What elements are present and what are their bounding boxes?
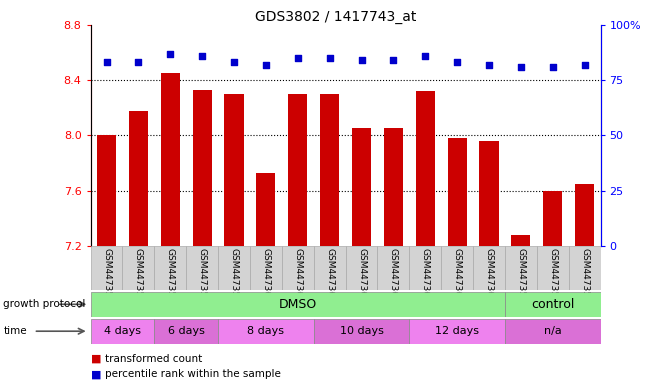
Point [484, 62, 495, 68]
Bar [161, 73, 180, 246]
Text: GSM447364: GSM447364 [389, 248, 398, 303]
Point [260, 62, 271, 68]
Text: GSM447366: GSM447366 [453, 248, 462, 303]
Bar [250, 246, 282, 290]
Text: GSM447360: GSM447360 [262, 248, 270, 303]
Bar [537, 246, 568, 290]
Text: 10 days: 10 days [340, 326, 383, 336]
Text: GSM447356: GSM447356 [134, 248, 143, 303]
Bar [186, 246, 218, 290]
Point [452, 60, 462, 66]
Bar [568, 246, 601, 290]
Bar [479, 141, 499, 246]
Bar [505, 292, 601, 317]
Text: 6 days: 6 days [168, 326, 205, 336]
Text: GSM447362: GSM447362 [325, 248, 334, 303]
Bar [505, 246, 537, 290]
Text: GDS3802 / 1417743_at: GDS3802 / 1417743_at [255, 10, 416, 23]
Text: n/a: n/a [544, 326, 562, 336]
Bar [409, 246, 442, 290]
Point [324, 55, 335, 61]
Bar [224, 94, 244, 246]
Bar [313, 319, 409, 344]
Text: control: control [531, 298, 574, 311]
Point [515, 64, 526, 70]
Text: GSM447355: GSM447355 [102, 248, 111, 303]
Bar [511, 235, 530, 246]
Text: GSM447353: GSM447353 [548, 248, 557, 303]
Text: growth protocol: growth protocol [3, 299, 86, 310]
Bar [543, 190, 562, 246]
Bar [505, 319, 601, 344]
Bar [129, 111, 148, 246]
Point [101, 60, 112, 66]
Bar [282, 246, 313, 290]
Text: DMSO: DMSO [278, 298, 317, 311]
Point [133, 60, 144, 66]
Bar [346, 246, 377, 290]
Bar [91, 246, 123, 290]
Text: GSM447354: GSM447354 [580, 248, 589, 303]
Point [197, 53, 207, 59]
Text: GSM447352: GSM447352 [517, 248, 525, 303]
Text: percentile rank within the sample: percentile rank within the sample [105, 369, 281, 379]
Text: transformed count: transformed count [105, 354, 203, 364]
Text: GSM447359: GSM447359 [229, 248, 238, 303]
Bar [320, 94, 339, 246]
Text: ■: ■ [91, 354, 101, 364]
Text: GSM447365: GSM447365 [421, 248, 429, 303]
Bar [313, 246, 346, 290]
Text: GSM447367: GSM447367 [484, 248, 493, 303]
Bar [409, 319, 505, 344]
Bar [442, 246, 473, 290]
Text: 8 days: 8 days [248, 326, 285, 336]
Point [165, 51, 176, 57]
Bar [218, 246, 250, 290]
Point [579, 62, 590, 68]
Bar [415, 91, 435, 246]
Bar [97, 136, 116, 246]
Bar [352, 129, 371, 246]
Bar [377, 246, 409, 290]
Text: GSM447363: GSM447363 [357, 248, 366, 303]
Bar [575, 184, 595, 246]
Point [388, 57, 399, 63]
Text: GSM447361: GSM447361 [293, 248, 302, 303]
Bar [193, 90, 212, 246]
Text: GSM447357: GSM447357 [166, 248, 174, 303]
Text: ■: ■ [91, 369, 101, 379]
Point [548, 64, 558, 70]
Text: 4 days: 4 days [104, 326, 141, 336]
Bar [384, 129, 403, 246]
Bar [91, 292, 505, 317]
Bar [154, 246, 186, 290]
Bar [218, 319, 313, 344]
Text: 12 days: 12 days [435, 326, 479, 336]
Bar [91, 319, 154, 344]
Point [293, 55, 303, 61]
Bar [123, 246, 154, 290]
Bar [473, 246, 505, 290]
Point [420, 53, 431, 59]
Bar [288, 94, 307, 246]
Point [356, 57, 367, 63]
Point [229, 60, 240, 66]
Bar [448, 138, 466, 246]
Text: GSM447358: GSM447358 [198, 248, 207, 303]
Bar [154, 319, 218, 344]
Text: time: time [3, 326, 27, 336]
Bar [256, 173, 275, 246]
